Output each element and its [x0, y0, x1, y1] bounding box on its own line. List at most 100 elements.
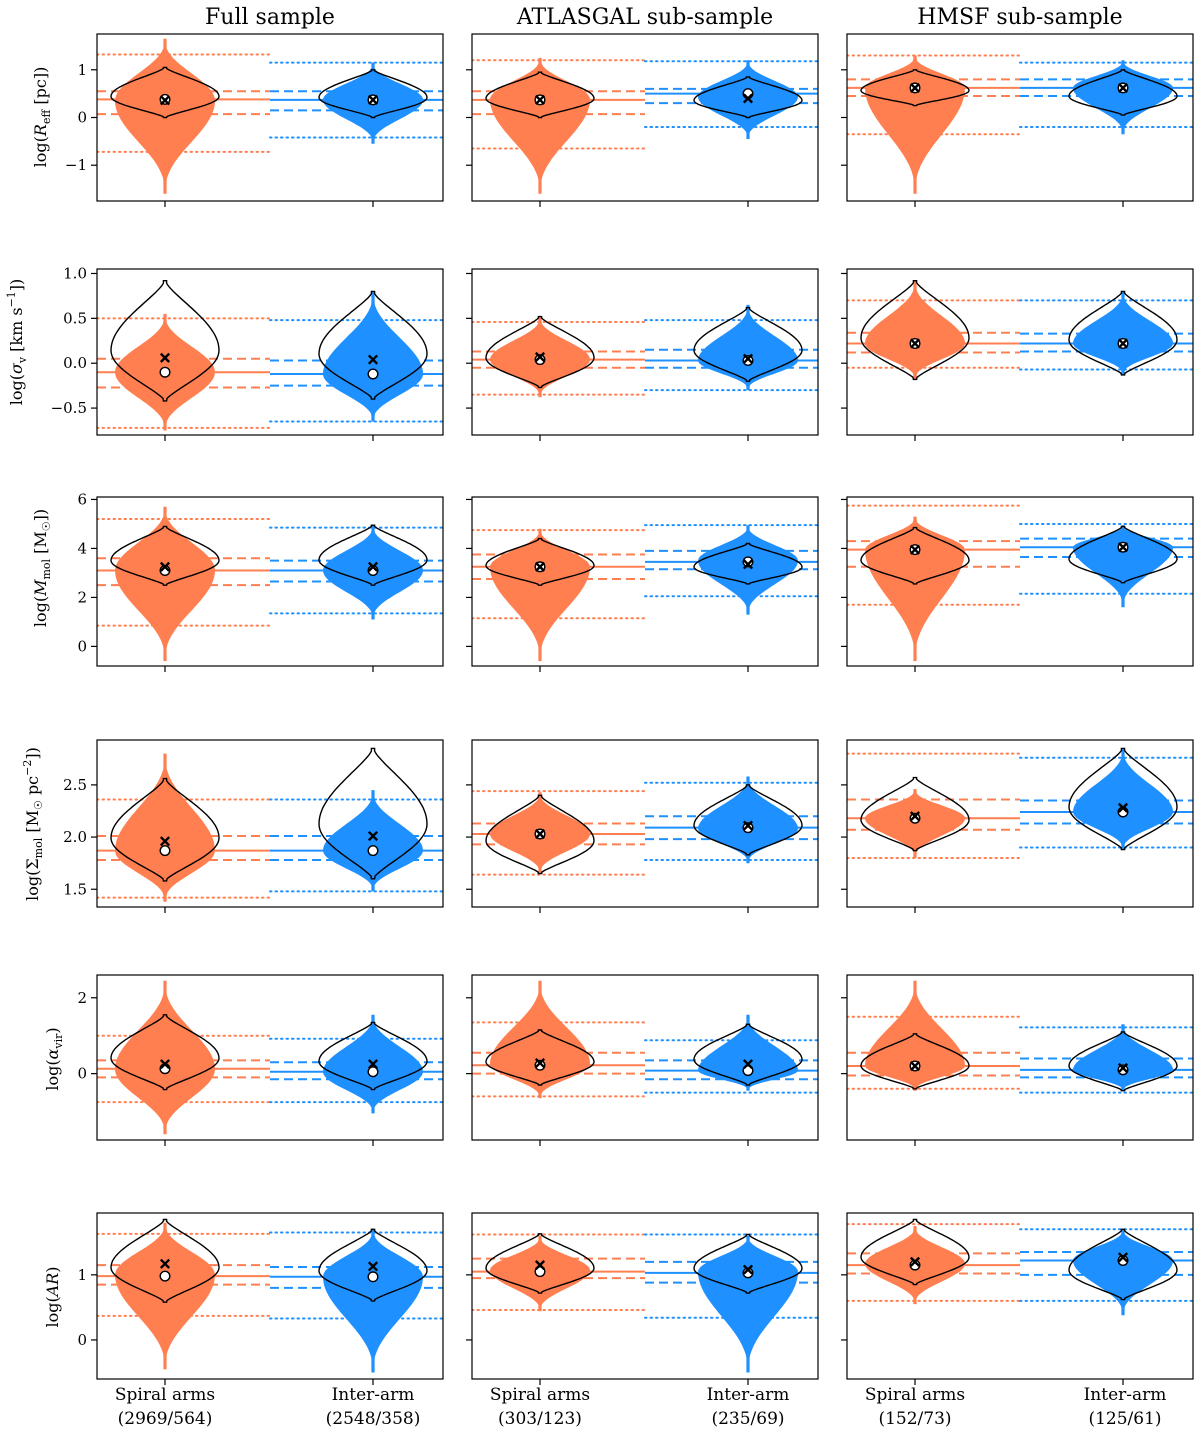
- spiral-violin-filled: [115, 506, 215, 662]
- panel-contents: [847, 980, 1193, 1094]
- spiral-mean-marker: [159, 845, 171, 857]
- ylabel-sigma-v: log(σv [km s−1]): [5, 279, 29, 406]
- inter-violin-filled: [1073, 1229, 1173, 1316]
- spiral-mean-marker: [534, 1266, 546, 1278]
- panel-sigma_v-atlasgal: [466, 268, 819, 441]
- spiral-weighted-mean-marker: [909, 1256, 921, 1267]
- spiral-violin-weighted: [860, 1218, 970, 1286]
- xlabel-full-inter-counts: (2548/358): [326, 1409, 421, 1429]
- y-tick-label: 0.5: [63, 309, 87, 327]
- xlabels: Spiral arms (2969/564) Inter-arm (2548/3…: [115, 1385, 1167, 1429]
- inter-violin-weighted: [318, 1228, 428, 1302]
- spiral-violin-filled: [490, 528, 590, 662]
- xlabel-atlasgal-inter: Inter-arm: [707, 1385, 790, 1405]
- inter-weighted-mean-marker: [1117, 1252, 1129, 1263]
- panel-sigma_v-full: 1.0 0.5 0.0 −0.5: [51, 264, 444, 441]
- y-tick-label: 1.0: [63, 264, 87, 282]
- inter-weighted-mean-marker: [367, 94, 379, 105]
- panel-frame: [846, 974, 1194, 1141]
- panel-frame: [471, 268, 819, 436]
- inter-weighted-mean-marker: [367, 830, 379, 842]
- spiral-weighted-mean-marker: [534, 828, 546, 839]
- panel-M_mol-atlasgal: [466, 496, 819, 672]
- inter-violin-filled: [323, 291, 423, 422]
- spiral-violin-filled: [490, 57, 590, 194]
- inter-violin-weighted: [318, 1021, 428, 1091]
- panel-R_eff-hmsf: [841, 33, 1194, 207]
- spiral-weighted-mean-marker: [909, 82, 921, 93]
- y-tick-label: 0: [77, 1331, 87, 1349]
- ylabel-alpha-vir: log(αvir): [43, 1027, 65, 1090]
- y-tick-label: −1: [65, 156, 87, 174]
- spiral-violin-weighted: [485, 794, 595, 875]
- spiral-weighted-mean-marker: [159, 561, 171, 572]
- spiral-weighted-mean-marker: [534, 1260, 546, 1271]
- spiral-weighted-mean-marker: [909, 811, 921, 822]
- panel-alpha_vir-hmsf: [841, 974, 1194, 1146]
- panel-Sigma_mol-full: 2.5 2.0 1.5: [63, 739, 444, 913]
- xlabel-hmsf-spiral-counts: (152/73): [878, 1409, 951, 1429]
- spiral-violin-filled: [115, 980, 215, 1135]
- inter-weighted-mean-marker: [1117, 1062, 1129, 1073]
- xlabel-full-spiral-counts: (2969/564): [118, 1409, 213, 1429]
- spiral-weighted-mean-marker: [159, 1258, 171, 1269]
- y-tick-label: 2.5: [63, 776, 87, 794]
- spiral-violin-filled: [865, 55, 965, 194]
- panel-contents: [847, 504, 1193, 662]
- inter-weighted-mean-marker: [367, 1261, 379, 1272]
- inter-violin-filled: [1073, 60, 1173, 135]
- inter-violin-weighted: [693, 784, 803, 856]
- spiral-mean-marker: [534, 1059, 546, 1071]
- panel-alpha_vir-full: 20: [77, 974, 444, 1146]
- y-tick-label: 2.0: [63, 828, 87, 846]
- inter-violin-filled: [698, 1235, 798, 1373]
- spiral-violin-filled: [115, 1222, 215, 1370]
- spiral-violin-weighted: [860, 69, 970, 107]
- panel-contents: [472, 524, 818, 662]
- inter-weighted-mean-marker: [1117, 542, 1129, 553]
- panel-contents: [472, 776, 818, 876]
- inter-violin-weighted: [1068, 69, 1178, 116]
- xlabel-hmsf-spiral: Spiral arms: [865, 1385, 965, 1405]
- inter-violin-weighted: [1068, 747, 1178, 851]
- inter-violin-weighted: [693, 306, 803, 382]
- inter-weighted-mean-marker: [367, 1059, 379, 1070]
- inter-violin-filled: [323, 790, 423, 892]
- inter-violin-weighted: [1068, 525, 1178, 584]
- spiral-weighted-mean-marker: [159, 1059, 171, 1070]
- inter-violin-weighted: [318, 524, 428, 586]
- y-tick-label: 1.5: [63, 880, 87, 898]
- panel-alpha_vir-atlasgal: [466, 974, 819, 1146]
- inter-mean-marker: [742, 822, 754, 834]
- panel-frame: [846, 1212, 1194, 1380]
- panel-Sigma_mol-hmsf: [841, 739, 1194, 913]
- panel-contents: [472, 980, 818, 1099]
- panel-M_mol-full: 6 4 2 0: [77, 490, 444, 672]
- y-tick-label: 4: [77, 539, 87, 557]
- spiral-violin-filled: [865, 980, 965, 1091]
- panel-frame: [846, 739, 1194, 908]
- ylabel-sigma-mol: log(Σmol [M☉ pc−2]): [21, 747, 45, 901]
- inter-weighted-mean-marker: [367, 561, 379, 572]
- spiral-weighted-mean-marker: [159, 836, 171, 847]
- spiral-violin-weighted: [110, 777, 220, 882]
- inter-weighted-mean-marker: [1117, 802, 1129, 813]
- spiral-weighted-mean-marker: [909, 1060, 921, 1072]
- panel-R_eff-full: 1 0 −1: [65, 33, 444, 207]
- y-tick-label: 2: [77, 989, 87, 1007]
- ylabel-m-mol: log(Mmol [M☉]): [31, 509, 53, 627]
- spiral-weighted-mean-marker: [534, 94, 546, 105]
- panel-contents: [97, 280, 443, 431]
- inter-weighted-mean-marker: [742, 353, 754, 364]
- panel-contents: [847, 747, 1193, 859]
- spiral-violin-filled: [115, 38, 215, 194]
- panel-frame: [471, 739, 819, 908]
- y-tick-label: 1: [77, 1266, 87, 1284]
- spiral-weighted-mean-marker: [159, 95, 171, 106]
- spiral-weighted-mean-marker: [159, 352, 171, 363]
- inter-mean-marker: [742, 355, 754, 367]
- spiral-violin-weighted: [485, 315, 595, 389]
- panel-frame: [846, 496, 1194, 667]
- inter-violin-weighted: [1068, 290, 1178, 376]
- spiral-weighted-mean-marker: [534, 351, 546, 362]
